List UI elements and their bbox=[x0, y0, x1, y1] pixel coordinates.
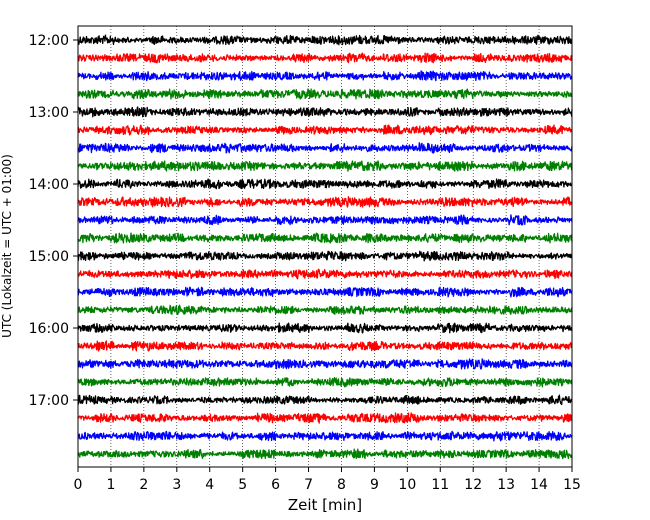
y-tick-label: 15:00 bbox=[29, 249, 69, 265]
seismic-trace bbox=[77, 160, 573, 172]
seismic-trace bbox=[77, 268, 573, 280]
x-tick-label: 2 bbox=[139, 477, 148, 493]
y-tick-label: 12:00 bbox=[29, 33, 69, 49]
y-tick-label: 13:00 bbox=[29, 105, 69, 121]
seismic-trace bbox=[77, 358, 573, 370]
seismic-trace bbox=[77, 286, 573, 298]
x-tick-label: 4 bbox=[205, 477, 214, 493]
x-tick-label: 7 bbox=[304, 477, 313, 493]
seismic-trace bbox=[77, 106, 573, 118]
seismic-trace bbox=[77, 322, 573, 334]
x-axis: 0 1 2 3 4 5 6 7 8 9 10 11 12 13 14 15 bbox=[74, 467, 581, 493]
seismic-trace bbox=[77, 304, 573, 316]
seismic-trace bbox=[77, 142, 573, 154]
seismic-trace bbox=[77, 430, 573, 442]
x-tick-label: 3 bbox=[172, 477, 181, 493]
y-axis: 12:00 13:00 14:00 15:00 16:00 17:00 bbox=[29, 33, 78, 409]
y-tick-label: 14:00 bbox=[29, 177, 69, 193]
seismic-trace bbox=[77, 394, 573, 406]
seismic-trace bbox=[77, 250, 573, 262]
plot-background bbox=[78, 26, 572, 467]
seismic-trace bbox=[77, 412, 573, 424]
plot-frame bbox=[77, 25, 573, 468]
seismic-trace bbox=[77, 70, 573, 82]
x-tick-label: 13 bbox=[497, 477, 515, 493]
seismic-trace bbox=[77, 124, 573, 136]
x-tick-label: 12 bbox=[464, 477, 482, 493]
seismic-trace bbox=[77, 214, 573, 226]
seismic-trace bbox=[77, 196, 573, 208]
x-tick-label: 8 bbox=[337, 477, 346, 493]
y-tick-label: 16:00 bbox=[29, 321, 69, 337]
y-axis-label: UTC (Lokalzeit = UTC + 01:00) bbox=[0, 154, 14, 338]
x-tick-label: 10 bbox=[398, 477, 416, 493]
x-tick-label: 14 bbox=[530, 477, 548, 493]
y-tick-label: 17:00 bbox=[29, 393, 69, 409]
seismic-trace bbox=[77, 232, 573, 244]
seismic-trace bbox=[77, 376, 573, 388]
x-tick-label: 1 bbox=[106, 477, 115, 493]
x-tick-label: 6 bbox=[271, 477, 280, 493]
seismic-trace bbox=[77, 52, 573, 64]
seismic-trace bbox=[77, 88, 573, 100]
seismic-trace bbox=[77, 448, 573, 460]
x-tick-label: 0 bbox=[74, 477, 83, 493]
seismic-trace bbox=[77, 34, 573, 46]
seismic-trace bbox=[77, 178, 573, 190]
seismic-trace bbox=[77, 340, 573, 352]
x-tick-label: 5 bbox=[238, 477, 247, 493]
x-tick-label: 9 bbox=[370, 477, 379, 493]
x-tick-label: 15 bbox=[563, 477, 581, 493]
x-axis-label: Zeit [min] bbox=[288, 496, 362, 514]
x-tick-label: 11 bbox=[431, 477, 449, 493]
seismic-traces bbox=[77, 34, 573, 460]
